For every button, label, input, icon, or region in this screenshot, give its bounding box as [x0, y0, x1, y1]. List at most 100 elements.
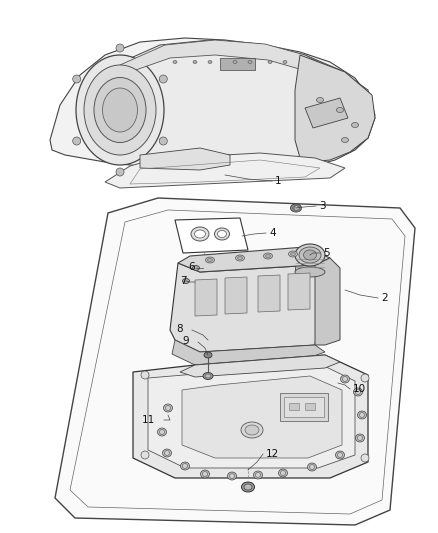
Ellipse shape [173, 61, 177, 63]
Ellipse shape [357, 411, 367, 419]
Ellipse shape [165, 450, 170, 456]
Polygon shape [225, 277, 247, 314]
Polygon shape [148, 363, 355, 468]
Ellipse shape [183, 464, 187, 469]
Ellipse shape [248, 61, 252, 63]
Polygon shape [220, 58, 255, 70]
Ellipse shape [241, 482, 254, 492]
Ellipse shape [310, 464, 314, 470]
Polygon shape [170, 263, 325, 352]
Text: 9: 9 [182, 336, 189, 346]
Ellipse shape [304, 250, 317, 260]
Ellipse shape [73, 75, 81, 83]
Bar [305, 403, 315, 410]
Ellipse shape [342, 138, 349, 142]
Polygon shape [295, 255, 325, 272]
Text: 7: 7 [180, 276, 187, 286]
Ellipse shape [236, 255, 244, 261]
Ellipse shape [94, 77, 146, 142]
Text: 10: 10 [353, 384, 366, 394]
Ellipse shape [183, 279, 190, 284]
Ellipse shape [204, 352, 212, 358]
Ellipse shape [268, 61, 272, 63]
Text: 8: 8 [177, 324, 183, 334]
Ellipse shape [283, 61, 287, 63]
Ellipse shape [290, 253, 296, 255]
Ellipse shape [340, 375, 350, 383]
Polygon shape [120, 40, 330, 72]
Ellipse shape [141, 371, 149, 379]
Text: 1: 1 [275, 176, 282, 186]
Text: 2: 2 [381, 293, 388, 303]
Ellipse shape [360, 413, 364, 417]
Ellipse shape [356, 390, 360, 394]
Polygon shape [305, 98, 348, 128]
Ellipse shape [357, 435, 363, 440]
Polygon shape [140, 148, 230, 170]
Ellipse shape [289, 251, 297, 257]
Ellipse shape [356, 434, 364, 442]
Ellipse shape [141, 451, 149, 459]
Ellipse shape [361, 454, 369, 462]
Polygon shape [172, 340, 325, 365]
Ellipse shape [280, 471, 286, 475]
Ellipse shape [265, 254, 271, 257]
Ellipse shape [203, 373, 213, 379]
Ellipse shape [76, 55, 164, 165]
Ellipse shape [279, 469, 287, 477]
Ellipse shape [192, 265, 199, 271]
Ellipse shape [361, 374, 369, 382]
Ellipse shape [159, 75, 167, 83]
Text: 11: 11 [142, 415, 155, 425]
Ellipse shape [84, 65, 156, 155]
Bar [289, 403, 299, 410]
Ellipse shape [227, 472, 237, 480]
Text: 3: 3 [319, 201, 325, 211]
Ellipse shape [336, 108, 343, 112]
Ellipse shape [352, 123, 358, 127]
Ellipse shape [158, 428, 166, 436]
Ellipse shape [116, 168, 124, 176]
Ellipse shape [353, 388, 363, 396]
Ellipse shape [237, 256, 243, 260]
Text: 4: 4 [269, 228, 276, 238]
Ellipse shape [254, 471, 262, 479]
Ellipse shape [233, 61, 237, 63]
Ellipse shape [245, 425, 259, 435]
Ellipse shape [116, 44, 124, 52]
Polygon shape [315, 258, 340, 345]
Ellipse shape [293, 206, 300, 211]
Ellipse shape [201, 470, 209, 478]
Polygon shape [175, 218, 248, 253]
Ellipse shape [241, 422, 263, 438]
Polygon shape [288, 273, 310, 310]
Polygon shape [258, 275, 280, 312]
Ellipse shape [343, 376, 347, 382]
Ellipse shape [194, 230, 205, 238]
Ellipse shape [299, 247, 321, 263]
Ellipse shape [336, 451, 345, 459]
Ellipse shape [295, 244, 325, 266]
Ellipse shape [191, 227, 209, 241]
Ellipse shape [317, 98, 324, 102]
Ellipse shape [159, 137, 167, 145]
Ellipse shape [255, 472, 261, 478]
Ellipse shape [208, 259, 212, 262]
Ellipse shape [208, 61, 212, 63]
Ellipse shape [338, 453, 343, 457]
Ellipse shape [290, 204, 301, 212]
Polygon shape [178, 247, 330, 272]
Ellipse shape [215, 228, 230, 240]
Ellipse shape [193, 61, 197, 63]
Ellipse shape [159, 430, 165, 434]
Text: 5: 5 [323, 248, 330, 258]
Ellipse shape [230, 473, 234, 479]
Polygon shape [100, 40, 375, 168]
Ellipse shape [218, 230, 226, 238]
Ellipse shape [180, 462, 190, 470]
Polygon shape [55, 198, 415, 525]
Text: 12: 12 [266, 449, 279, 459]
Ellipse shape [307, 463, 317, 471]
Polygon shape [133, 355, 368, 478]
Ellipse shape [73, 137, 81, 145]
